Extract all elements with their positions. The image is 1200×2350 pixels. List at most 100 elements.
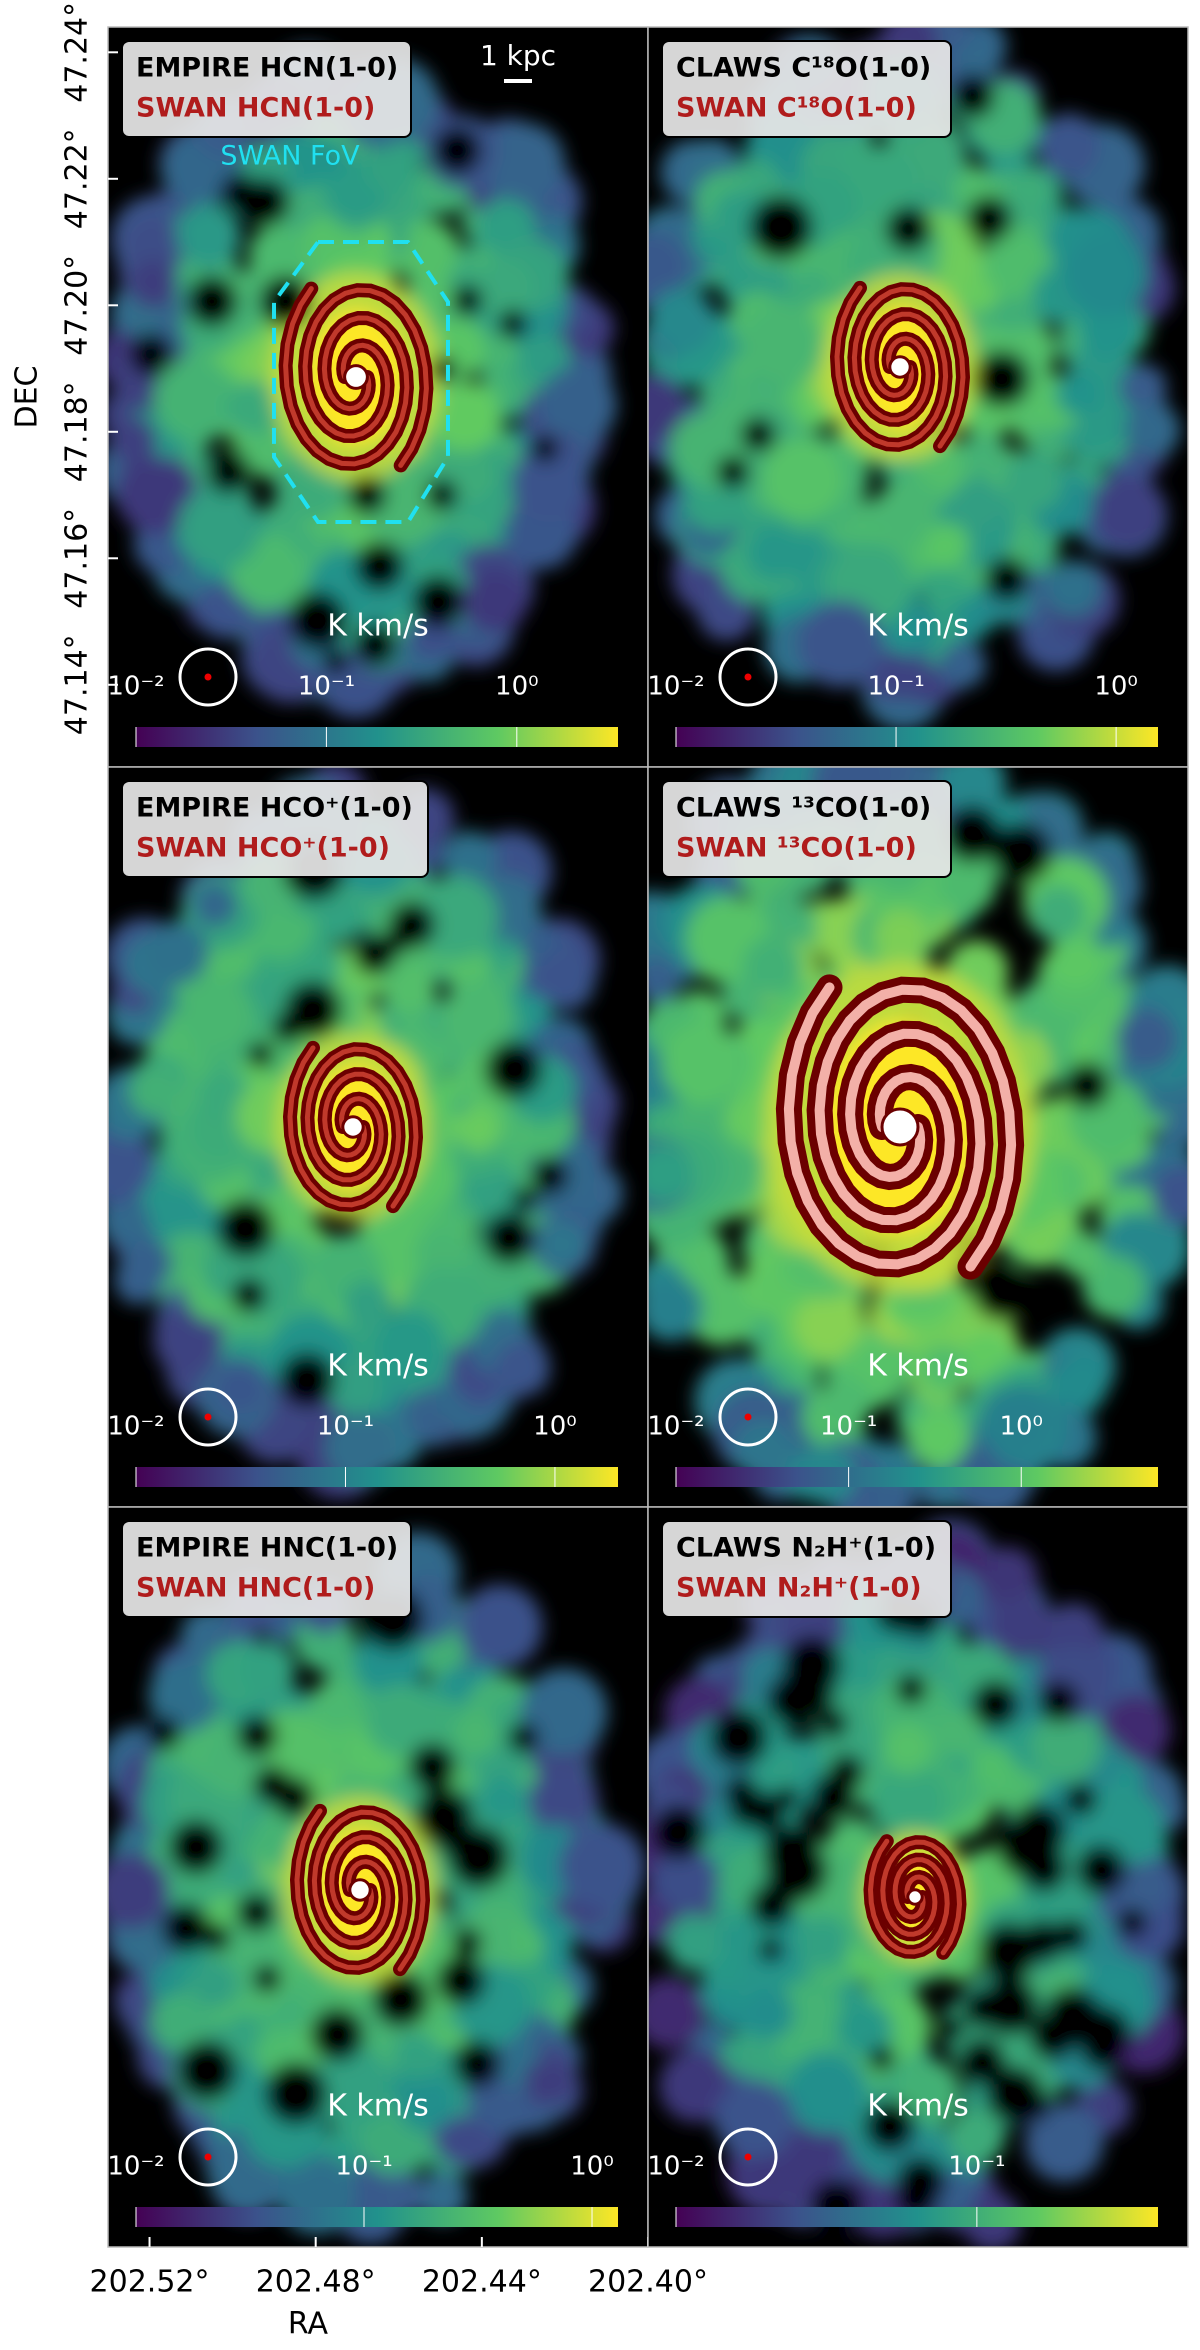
panel xyxy=(108,27,648,767)
emission-hole xyxy=(432,126,482,175)
emission-blob xyxy=(225,380,281,436)
emission-hole xyxy=(991,822,1053,884)
emission-hole xyxy=(758,1937,783,1962)
emission-blob xyxy=(1044,560,1102,618)
emission-blob xyxy=(485,122,565,203)
emission-blob xyxy=(982,229,1053,300)
emission-blob xyxy=(325,1357,384,1416)
panel-subtitle: SWAN HCO⁺(1-0) xyxy=(136,833,390,864)
colorbar-label: K km/s xyxy=(327,1349,429,1384)
emission-hole xyxy=(447,1826,510,1889)
emission-blob xyxy=(743,1988,795,2040)
emission-blob xyxy=(343,1280,393,1330)
beam-center xyxy=(744,1413,752,1421)
emission-hole xyxy=(765,1839,828,1902)
emission-hole xyxy=(436,1955,486,2006)
emission-hole xyxy=(264,2062,328,2126)
emission-blob xyxy=(951,476,1005,531)
emission-hole xyxy=(885,206,932,252)
emission-blob xyxy=(658,2048,733,2123)
emission-hole xyxy=(996,1817,1057,1877)
legend-box xyxy=(661,1520,952,1618)
emission-hole xyxy=(354,541,405,591)
emission-blob xyxy=(746,525,802,581)
emission-blob xyxy=(785,2051,868,2134)
emission-blob xyxy=(393,219,460,286)
fov-outline xyxy=(272,240,450,524)
emission-blob xyxy=(324,1411,397,1485)
emission-blob xyxy=(441,830,498,888)
contour-arm-inner xyxy=(302,287,429,468)
emission-blob xyxy=(125,216,186,278)
emission-hole xyxy=(507,1722,540,1754)
y-axis-label: DEC xyxy=(10,365,45,428)
panel-frame xyxy=(647,1506,1189,2248)
y-tick-label: 47.18° xyxy=(60,381,95,482)
emission-hole xyxy=(278,1351,336,1409)
emission-blob xyxy=(1042,1603,1104,1665)
emission-blob xyxy=(150,1991,211,2053)
emission-blob xyxy=(661,1021,744,1105)
contour-arm-inner xyxy=(880,1839,963,1956)
colorbar xyxy=(136,1467,618,1487)
colorbar-label: K km/s xyxy=(867,2089,969,2124)
emission-blob xyxy=(248,225,306,283)
emission-blob xyxy=(1055,370,1102,417)
emission-hole xyxy=(411,575,465,629)
emission-hole xyxy=(452,1927,483,1958)
emission-blob xyxy=(1047,933,1104,989)
panel xyxy=(648,27,1188,767)
contour-arm-inner xyxy=(867,1838,950,1955)
emission-blob xyxy=(366,140,421,195)
panel-subtitle: SWAN C¹⁸O(1-0) xyxy=(676,93,917,124)
emission-hole xyxy=(202,1923,231,1953)
emission-blob xyxy=(108,1120,155,1206)
emission-hole xyxy=(740,417,777,453)
emission-blob xyxy=(396,2072,456,2132)
emission-blob xyxy=(523,2057,573,2107)
emission-blob xyxy=(648,1144,693,1204)
emission-hole xyxy=(1037,1680,1080,1723)
emission-hole xyxy=(216,1199,275,1258)
emission-blob xyxy=(215,1364,266,1414)
x-tick-label: 202.48° xyxy=(256,2265,376,2300)
emission-blob xyxy=(393,2031,442,2080)
x-tick-label: 202.52° xyxy=(90,2265,210,2300)
emission-blob xyxy=(302,135,348,182)
emission-blob xyxy=(511,444,589,523)
emission-hole xyxy=(817,1708,848,1739)
colorbar-tick-label: 10⁰ xyxy=(999,1412,1043,1442)
emission-blob xyxy=(109,416,157,465)
colorbar-tick-label: 10⁻² xyxy=(647,1412,704,1442)
emission-blob xyxy=(1024,2102,1104,2182)
emission-blob xyxy=(796,1915,851,1970)
emission-blob xyxy=(761,438,844,520)
emission-blob xyxy=(874,476,947,549)
emission-hole xyxy=(242,178,290,227)
emission-hole xyxy=(1076,1844,1127,1895)
emission-blob xyxy=(115,452,198,535)
emission-blob xyxy=(153,1305,224,1376)
emission-hole xyxy=(984,556,1030,602)
beam xyxy=(178,647,238,707)
emission-blob xyxy=(479,1775,526,1822)
y-tick-label: 47.16° xyxy=(60,508,95,609)
emission-hole xyxy=(353,933,396,976)
colorbar-tick-label: 10⁻² xyxy=(647,672,704,702)
contour-nucleus xyxy=(341,1115,365,1139)
emission-blob xyxy=(148,1659,222,1733)
emission-blob xyxy=(558,1823,646,1910)
emission-blob xyxy=(458,1584,543,1669)
colorbar-tick-label: 10⁻² xyxy=(107,672,164,702)
beam xyxy=(718,647,778,707)
emission-blob xyxy=(939,767,1007,816)
colorbar-tick-label: 10⁻¹ xyxy=(335,2152,392,2182)
emission-blob xyxy=(665,1914,724,1972)
emission-hole xyxy=(530,434,560,463)
emission-blob xyxy=(969,1744,1015,1789)
x-tick-label: 202.40° xyxy=(588,2265,708,2300)
colorbar-label: K km/s xyxy=(867,1349,969,1384)
emission-blob xyxy=(648,957,680,1004)
emission-blob xyxy=(873,908,930,965)
y-tick-label: 47.22° xyxy=(60,128,95,229)
